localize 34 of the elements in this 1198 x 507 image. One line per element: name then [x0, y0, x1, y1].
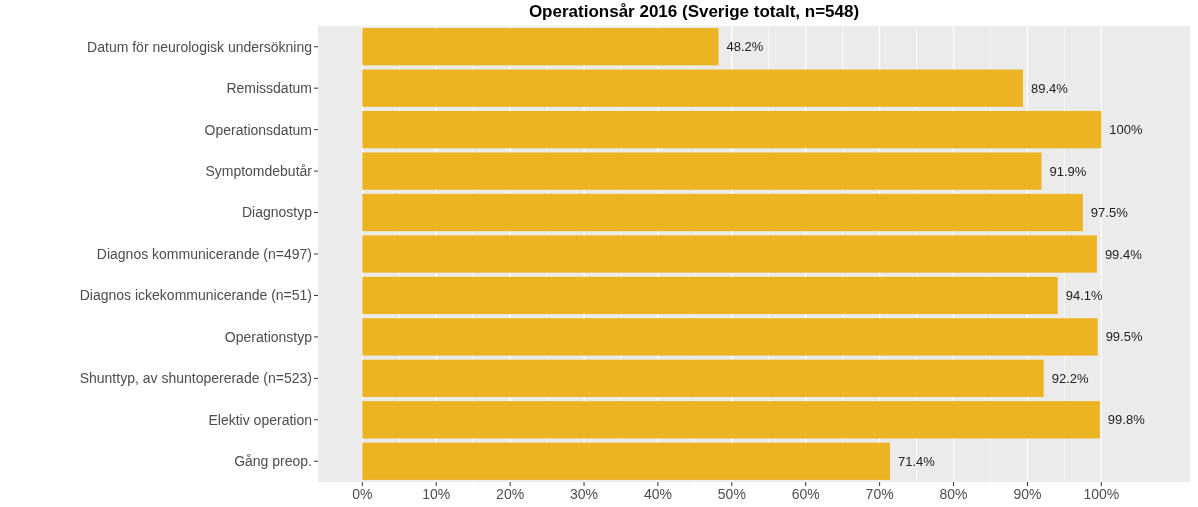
y-tick-label: Gång preop.: [234, 453, 312, 470]
data-label: 89.4%: [1030, 80, 1069, 96]
chart-title: Operationsår 2016 (Sverige totalt, n=548): [528, 2, 860, 21]
x-tick-label: 10%: [422, 486, 451, 502]
data-label: 48.2%: [726, 39, 764, 55]
y-tick-label: Diagnos ickekommunicerande (n=51): [79, 287, 312, 304]
x-tick-label: 20%: [496, 486, 525, 502]
x-tick-label: 50%: [717, 486, 746, 502]
y-tick-label: Datum för neurologisk undersökning: [87, 38, 312, 55]
y-tick-label: Diagnos kommunicerande (n=497): [96, 245, 312, 262]
data-label: 91.9%: [1049, 163, 1087, 179]
x-tick-label: 30%: [570, 486, 599, 502]
data-label: 99.8%: [1107, 412, 1146, 428]
data-label: 100%: [1109, 122, 1144, 138]
x-tick-label: 0%: [352, 486, 373, 502]
x-tick-label: 100%: [1083, 486, 1120, 502]
y-tick-label: Symptomdebutår: [205, 162, 313, 179]
x-tick-label: 70%: [865, 486, 894, 502]
x-tick-label: 90%: [1013, 486, 1042, 502]
data-label: 92.2%: [1051, 370, 1089, 386]
y-tick-label: Remissdatum: [226, 80, 312, 97]
y-tick-label: Elektiv operation: [208, 411, 312, 428]
data-label: 99.5%: [1105, 329, 1143, 345]
y-tick-label: Shunttyp, av shuntopererade (n=523): [79, 370, 312, 387]
x-tick-label: 80%: [939, 486, 968, 502]
y-tick-label: Diagnostyp: [241, 204, 313, 221]
data-label: 94.1%: [1065, 288, 1104, 303]
y-tick-label: Operationstyp: [224, 328, 313, 345]
data-label: 71.4%: [897, 453, 936, 469]
x-tick-label: 60%: [791, 486, 820, 502]
y-tick-label: Operationsdatum: [204, 121, 312, 138]
data-label: 99.4%: [1104, 246, 1143, 262]
x-tick-label: 40%: [643, 486, 672, 502]
data-label: 97.5%: [1090, 205, 1129, 221]
